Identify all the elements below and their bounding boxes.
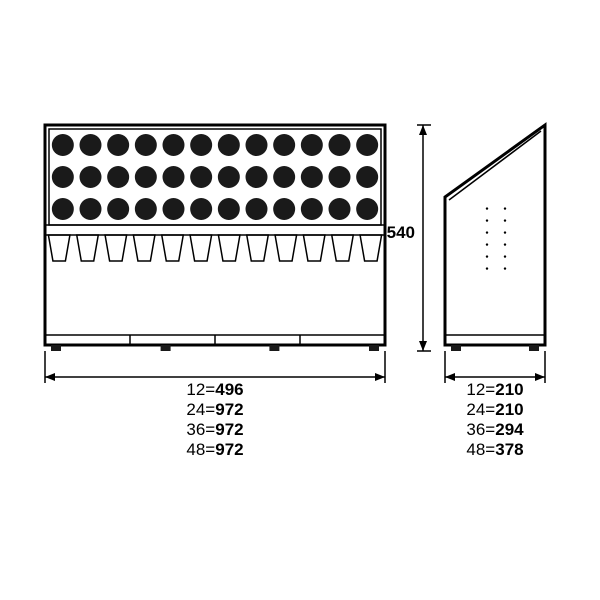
dim-width-row: 36=972: [186, 420, 243, 439]
dim-depth-row: 36=294: [466, 420, 524, 439]
dim-width-row: 12=496: [186, 380, 243, 399]
dim-depth-row: 48=378: [466, 440, 523, 459]
side-view: [445, 125, 545, 351]
dim-depth: 12=21024=21036=29448=378: [445, 351, 545, 459]
dim-depth-row: 12=210: [466, 380, 523, 399]
front-view: [45, 125, 385, 351]
dim-width-row: 48=972: [186, 440, 243, 459]
dim-height-label: 540: [387, 223, 415, 242]
dim-width: 12=49624=97236=97248=972: [45, 351, 385, 459]
dim-width-row: 24=972: [186, 400, 243, 419]
dim-height: 540: [387, 125, 431, 351]
technical-drawing: 54012=49624=97236=97248=97212=21024=2103…: [0, 0, 600, 600]
dim-depth-row: 24=210: [466, 400, 523, 419]
